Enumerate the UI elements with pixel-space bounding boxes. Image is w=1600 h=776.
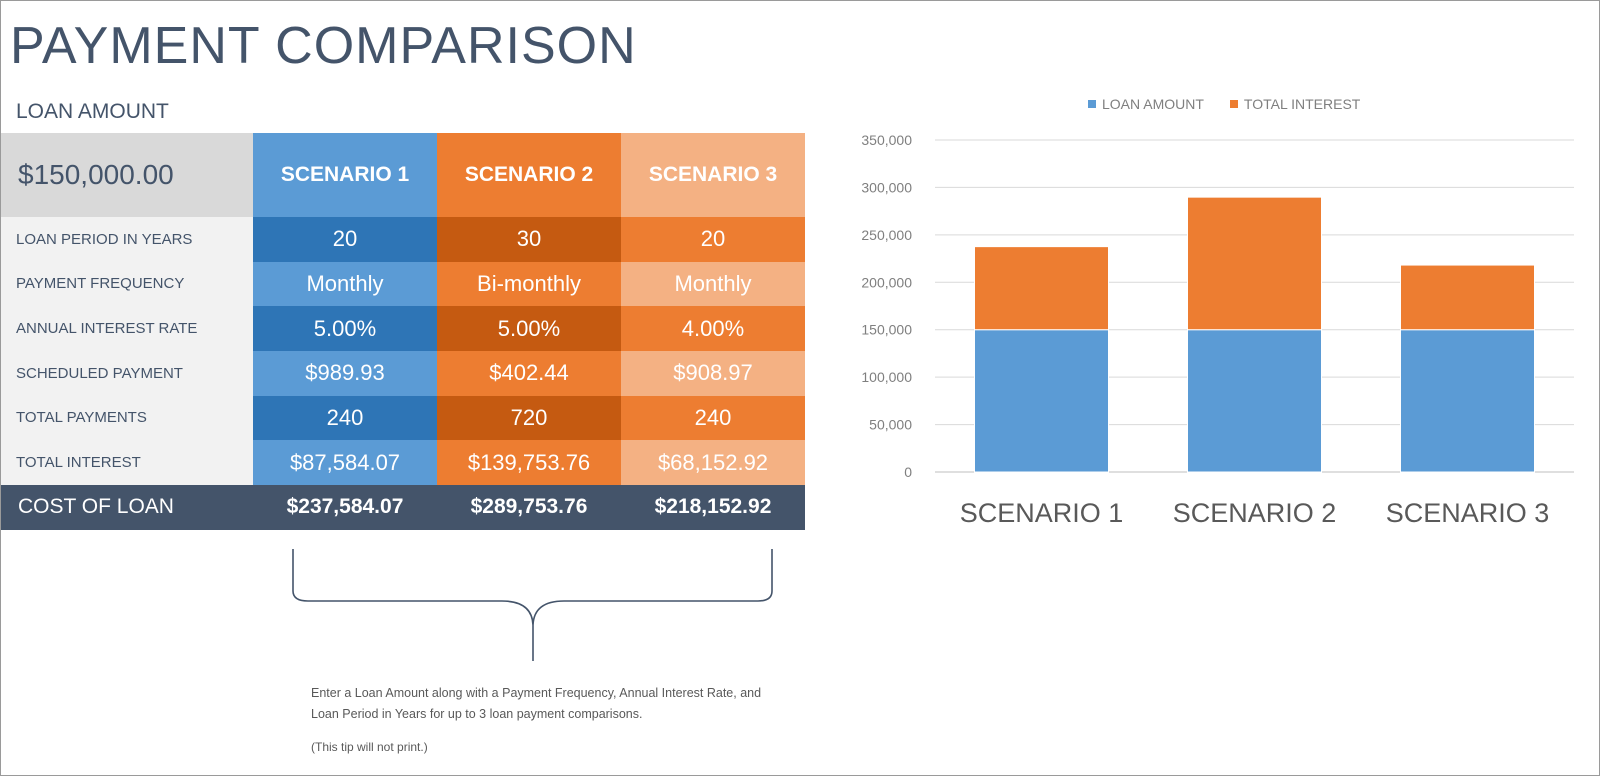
tip-note: (This tip will not print.) (311, 740, 428, 754)
stacked-bar-chart: 0 50,000 100,000 150,000 200,000 250,000 300,0… (861, 132, 1574, 528)
bar-total-interest (974, 246, 1109, 331)
x-tick-label: SCENARIO 3 (1386, 498, 1550, 528)
bar-loan-amount (1187, 329, 1322, 473)
table-row: LOAN PERIOD IN YEARS 20 30 20 (1, 217, 805, 262)
row-label: TOTAL PAYMENTS (1, 395, 253, 441)
tip-text: Enter a Loan Amount along with a Payment… (311, 686, 762, 721)
bar-loan-amount (974, 329, 1109, 473)
y-tick-label: 300,000 (861, 179, 912, 195)
legend-swatch (1088, 100, 1096, 108)
loan-amount-input[interactable]: $150,000.00 (1, 133, 253, 217)
loan-period-s1[interactable]: 20 (253, 217, 437, 262)
chart-legend: LOAN AMOUNT TOTAL INTEREST (1088, 96, 1360, 112)
scenario-2-header: SCENARIO 2 (437, 133, 621, 217)
bar-total-interest (1400, 264, 1535, 331)
bar-loan-amount (1400, 329, 1535, 473)
scenario-1-header: SCENARIO 1 (253, 133, 437, 217)
payment-frequency-s2[interactable]: Bi-monthly (437, 261, 621, 307)
cost-of-loan-label: COST OF LOAN (1, 484, 253, 530)
row-label: PAYMENT FREQUENCY (1, 261, 253, 307)
legend-item-total-interest: TOTAL INTEREST (1229, 96, 1361, 112)
total-interest-s1: $87,584.07 (253, 440, 437, 485)
total-interest-s2: $139,753.76 (437, 440, 621, 485)
cost-of-loan-row: COST OF LOAN $237,584.07 $289,753.76 $21… (1, 484, 805, 530)
total-payments-s1: 240 (253, 395, 437, 441)
cost-of-loan-s1: $237,584.07 (286, 495, 404, 519)
y-tick-label: 200,000 (861, 274, 912, 290)
y-tick-label: 350,000 (861, 132, 912, 148)
interest-rate-s1[interactable]: 5.00% (253, 306, 437, 351)
payment-frequency-s3[interactable]: Monthly (621, 261, 805, 307)
y-tick-label: 50,000 (869, 417, 912, 433)
legend-swatch (1229, 100, 1238, 108)
legend-label: TOTAL INTEREST (1243, 96, 1361, 112)
y-tick-label: 250,000 (861, 227, 912, 243)
table-row: PAYMENT FREQUENCY Monthly Bi-monthly Mon… (1, 261, 805, 307)
table-header-row: $150,000.00 SCENARIO 1 SCENARIO 2 SCENAR… (1, 133, 805, 217)
total-interest-s3: $68,152.92 (621, 440, 805, 485)
comparison-table: $150,000.00 SCENARIO 1 SCENARIO 2 SCENAR… (1, 133, 805, 530)
page-title: PAYMENT COMPARISON (10, 17, 637, 75)
total-payments-s2: 720 (437, 395, 621, 441)
row-label: TOTAL INTEREST (1, 440, 253, 485)
scheduled-payment-s3: $908.97 (621, 350, 805, 396)
table-row: SCHEDULED PAYMENT $989.93 $402.44 $908.9… (1, 350, 805, 396)
total-payments-s3: 240 (621, 395, 805, 441)
scheduled-payment-s2: $402.44 (437, 350, 621, 396)
cost-of-loan-s3: $218,152.92 (654, 495, 772, 519)
y-tick-label: 100,000 (861, 369, 912, 385)
scheduled-payment-s1: $989.93 (253, 350, 437, 396)
payment-frequency-s1[interactable]: Monthly (253, 261, 437, 307)
loan-amount-label: LOAN AMOUNT (16, 100, 169, 123)
table-row: ANNUAL INTEREST RATE 5.00% 5.00% 4.00% (1, 306, 805, 351)
x-tick-label: SCENARIO 2 (1173, 498, 1337, 528)
row-label: ANNUAL INTEREST RATE (1, 306, 253, 351)
curly-brace-shape (292, 549, 773, 661)
y-tick-label: 150,000 (861, 322, 912, 338)
bar-total-interest (1187, 196, 1322, 331)
y-tick-label: 0 (904, 464, 912, 480)
loan-period-s2[interactable]: 30 (437, 217, 621, 262)
interest-rate-s2[interactable]: 5.00% (437, 306, 621, 351)
legend-item-loan-amount: LOAN AMOUNT (1088, 96, 1204, 112)
cost-of-loan-s2: $289,753.76 (470, 495, 588, 519)
scenario-3-header: SCENARIO 3 (621, 133, 805, 217)
table-row: TOTAL PAYMENTS 240 720 240 (1, 395, 805, 441)
interest-rate-s3[interactable]: 4.00% (621, 306, 805, 351)
legend-label: LOAN AMOUNT (1102, 96, 1204, 112)
x-tick-label: SCENARIO 1 (960, 498, 1124, 528)
table-row: TOTAL INTEREST $87,584.07 $139,753.76 $6… (1, 440, 805, 485)
row-label: SCHEDULED PAYMENT (1, 350, 253, 396)
loan-period-s3[interactable]: 20 (621, 217, 805, 262)
row-label: LOAN PERIOD IN YEARS (1, 217, 253, 262)
